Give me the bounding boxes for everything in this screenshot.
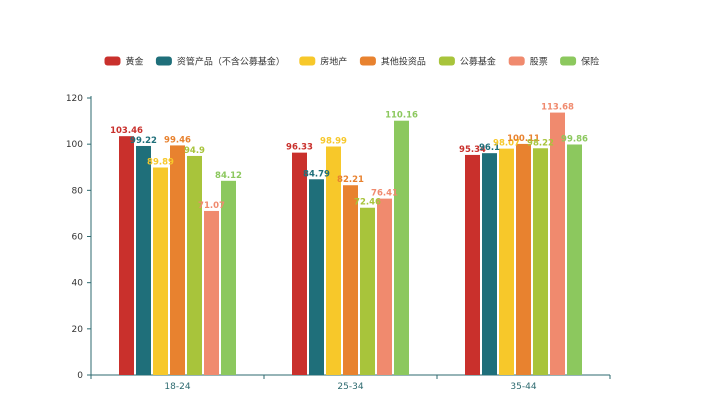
- bar: [309, 179, 324, 375]
- bar-value-label: 95.34: [459, 145, 486, 155]
- bar-value-label: 99.46: [164, 135, 191, 145]
- bar: [377, 198, 392, 375]
- legend-label: 房地产: [320, 56, 347, 68]
- legend-label: 保险: [581, 56, 599, 68]
- y-tick-label: 40: [72, 279, 84, 289]
- bar-value-label: 98.99: [320, 136, 347, 146]
- bar-value-label: 76.41: [371, 189, 398, 199]
- legend-item-0[interactable]: 黄金: [104, 56, 144, 68]
- legend-label: 股票: [530, 57, 548, 68]
- bar-value-label: 94.9: [184, 146, 205, 156]
- legend-item-2[interactable]: 房地产: [299, 56, 347, 68]
- y-tick-label: 80: [72, 186, 84, 196]
- bar: [187, 155, 202, 375]
- bar: [292, 152, 307, 375]
- bar-value-label: 96.1: [479, 143, 500, 153]
- bar: [170, 145, 185, 375]
- bar-value-label: 99.86: [561, 134, 588, 144]
- y-tick-label: 20: [72, 325, 84, 335]
- legend-swatch: [155, 56, 172, 66]
- x-tick-label: 18-24: [164, 382, 190, 392]
- bar-value-label: 84.79: [303, 169, 330, 179]
- bar-value-label: 96.33: [286, 143, 313, 153]
- bar: [343, 185, 358, 375]
- y-tick-label: 100: [66, 140, 83, 150]
- bar: [326, 146, 341, 375]
- legend-item-5[interactable]: 股票: [508, 56, 548, 68]
- y-tick-label: 60: [72, 233, 84, 243]
- bar: [465, 154, 480, 375]
- legend-item-6[interactable]: 保险: [560, 56, 599, 68]
- legend-item-3[interactable]: 其他投资品: [359, 56, 426, 68]
- legend-label: 黄金: [126, 56, 144, 68]
- bar-value-label: 113.68: [541, 103, 574, 113]
- bar-value-label: 98.07: [493, 139, 520, 149]
- y-tick-label: 0: [77, 371, 83, 381]
- legend: 黄金 资管产品（不含公募基金） 房地产 其他投资品 公募基金 股票 保险: [104, 56, 599, 68]
- bar: [499, 148, 514, 375]
- legend-swatch: [299, 56, 316, 66]
- bar-value-label: 110.16: [385, 111, 418, 121]
- bar: [550, 112, 565, 375]
- bar-value-label: 103.46: [110, 126, 143, 136]
- bar-value-label: 82.21: [337, 175, 364, 185]
- legend-label: 其他投资品: [381, 56, 426, 68]
- bar: [394, 120, 409, 376]
- legend-swatch: [560, 56, 577, 66]
- x-tick-label: 25-34: [337, 382, 363, 392]
- legend-label: 资管产品（不含公募基金）: [177, 56, 285, 68]
- legend-item-1[interactable]: 资管产品（不含公募基金）: [155, 56, 285, 68]
- bars: [119, 112, 582, 376]
- bar-value-label: 100.11: [507, 134, 540, 144]
- bar: [153, 167, 168, 375]
- legend-swatch: [104, 56, 121, 66]
- bar: [119, 136, 134, 375]
- y-tick-label: 120: [66, 94, 83, 104]
- legend-swatch: [359, 56, 376, 66]
- bar: [533, 148, 548, 375]
- bar: [360, 207, 375, 375]
- bar: [482, 153, 497, 375]
- legend-label: 公募基金: [460, 56, 496, 68]
- bar-value-label: 71.07: [198, 201, 225, 211]
- x-tick-label: 35-44: [510, 382, 536, 392]
- bar: [567, 144, 582, 375]
- legend-item-4[interactable]: 公募基金: [438, 56, 496, 68]
- bar-value-label: 99.22: [130, 136, 157, 146]
- bar: [204, 210, 219, 375]
- legend-swatch: [438, 56, 455, 66]
- bar-value-label: 98.22: [527, 138, 554, 148]
- bar-value-label: 72.46: [354, 198, 381, 208]
- bar: [136, 145, 151, 375]
- legend-swatch: [508, 56, 525, 66]
- bar: [516, 143, 531, 375]
- bar-value-label: 89.89: [147, 158, 174, 168]
- bar: [221, 180, 236, 375]
- bar-value-label: 84.12: [215, 171, 242, 181]
